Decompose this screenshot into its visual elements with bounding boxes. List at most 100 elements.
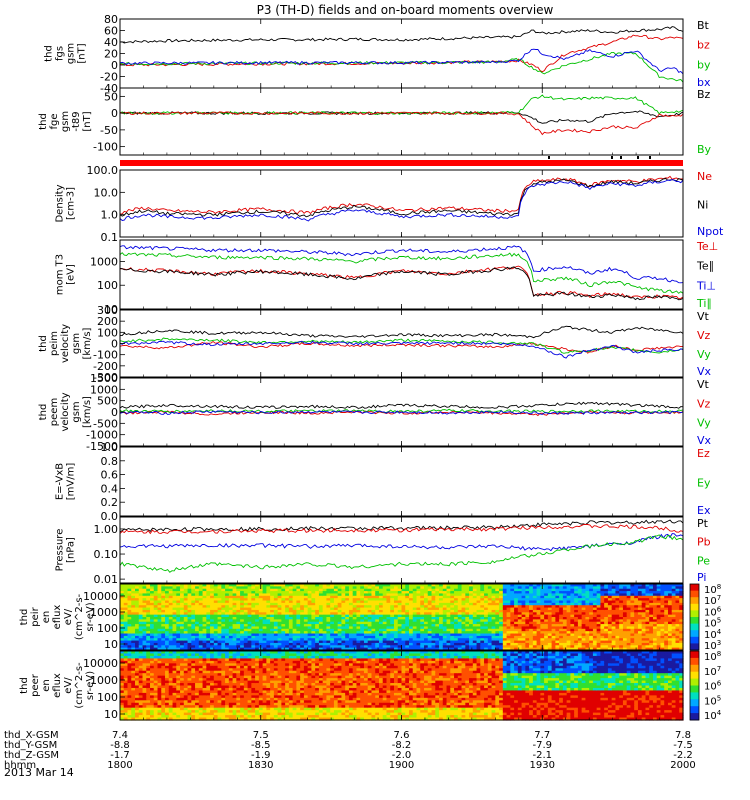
spectrogram-cell [517, 600, 523, 604]
spectrogram-cell [634, 605, 639, 609]
y-axis-label: peir [30, 606, 41, 626]
spectrogram-cell [454, 614, 459, 618]
spectrogram-cell [401, 588, 406, 592]
spectrogram-cell [566, 593, 571, 597]
spectrogram-cell [536, 593, 541, 597]
spectrogram-cell [652, 631, 658, 635]
spectrogram-cell [236, 633, 241, 637]
spectrogram-cell [180, 605, 185, 609]
spectrogram-cell [525, 635, 530, 639]
spectrogram-cell [502, 602, 508, 606]
spectrogram-cell [382, 631, 388, 635]
spectrogram-cell [581, 614, 587, 618]
spectrogram-cell [168, 619, 174, 623]
spectrogram-cell [127, 631, 132, 635]
spectrogram-cell [266, 635, 271, 639]
spectrogram-cell [536, 591, 541, 595]
spectrogram-cell [529, 647, 534, 651]
spectrogram-cell [626, 607, 632, 611]
spectrogram-cell [585, 647, 590, 651]
spectrogram-cell [626, 617, 632, 620]
spectrogram-cell [202, 588, 207, 592]
spectrogram-cell [247, 605, 252, 609]
spectrogram-cell [150, 624, 155, 628]
spectrogram-cell [652, 640, 658, 644]
spectrogram-cell [529, 631, 534, 635]
spectrogram-cell [592, 619, 598, 623]
spectrogram-cell [600, 595, 605, 599]
spectrogram-cell [142, 633, 147, 637]
spectrogram-cell [131, 614, 136, 618]
spectrogram-cell [165, 591, 170, 595]
spectrogram-cell [600, 602, 605, 606]
spectrogram-cell [345, 626, 350, 630]
spectrogram-cell [288, 593, 294, 597]
spectrogram-cell [318, 602, 324, 606]
spectrogram-cell [420, 633, 425, 637]
spectrogram-cell [442, 609, 448, 613]
spectrogram-cell [266, 588, 271, 592]
spectrogram-cell [577, 588, 583, 592]
spectrogram-cell [217, 609, 222, 613]
spectrogram-cell [195, 631, 200, 635]
spectrogram-cell [273, 602, 279, 606]
spectrogram-cell [333, 598, 339, 602]
spectrogram-cell [420, 635, 425, 639]
spectrogram-cell [277, 607, 282, 611]
spectrogram-cell [363, 614, 369, 618]
spectrogram-cell [397, 591, 403, 595]
spectrogram-cell [236, 586, 241, 590]
spectrogram-cell [172, 598, 177, 602]
spectrogram-cell [615, 647, 620, 651]
spectrogram-cell [221, 605, 226, 609]
spectrogram-cell [495, 647, 500, 651]
spectrogram-cell [412, 619, 418, 623]
spectrogram-cell [318, 638, 324, 642]
spectrogram-cell [442, 614, 448, 618]
spectrogram-cell [183, 619, 189, 623]
spectrogram-cell [307, 591, 313, 595]
spectrogram-cell [446, 586, 451, 590]
spectrogram-cell [487, 633, 493, 637]
spectrogram-cell [506, 591, 511, 595]
spectrogram-cell [514, 600, 519, 604]
spectrogram-cell [645, 642, 650, 646]
spectrogram-cell [551, 628, 556, 632]
y-tick-label: 0.0 [101, 510, 119, 523]
spectrogram-cell [472, 609, 478, 613]
spectrogram-cell [487, 600, 493, 604]
spectrogram-cell [559, 617, 564, 620]
spectrogram-cell [228, 612, 234, 616]
spectrogram-cell [570, 626, 575, 630]
colorbar-segment [690, 597, 699, 605]
y-tick-label: -20 [100, 71, 118, 84]
spectrogram-cell [517, 586, 523, 590]
spectrogram-cell [307, 631, 313, 635]
spectrogram-cell [337, 591, 343, 595]
spectrogram-cell [596, 614, 602, 618]
spectrogram-cell [236, 588, 241, 592]
spectrogram-cell [146, 600, 151, 604]
spectrogram-cell [288, 619, 294, 623]
spectrogram-cell [596, 621, 602, 625]
spectrogram-cell [150, 638, 155, 642]
spectrogram-cell [367, 602, 373, 606]
spectrogram-cell [637, 647, 643, 651]
spectrogram-cell [127, 605, 132, 609]
y-tick-label: 10 [104, 303, 118, 316]
spectrogram-cell [165, 609, 170, 613]
spectrogram-cell [577, 647, 583, 651]
spectrogram-cell [360, 586, 365, 590]
spectrogram-cell [652, 635, 658, 639]
spectrogram-cell [544, 595, 549, 599]
spectrogram-cell [566, 584, 571, 587]
spectrogram-cell [615, 607, 620, 611]
spectrogram-cell [273, 645, 279, 649]
spectrogram-cell [622, 584, 628, 587]
spectrogram-cell [480, 638, 485, 642]
spectrogram-cell [135, 614, 140, 618]
spectrogram-cell [337, 584, 343, 587]
y-axis-label: fgs [55, 46, 66, 61]
spectrogram-cell [551, 624, 556, 628]
spectrogram-cell [318, 588, 324, 592]
